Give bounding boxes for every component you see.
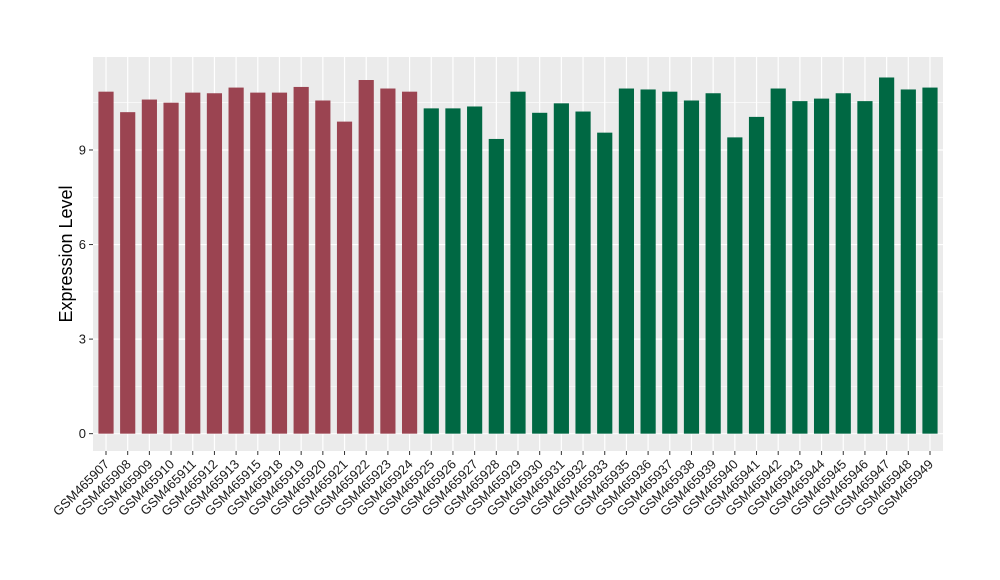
y-tick-label: 0 [79,426,86,441]
bar [250,92,266,434]
bar [813,98,830,434]
bar [618,88,635,434]
bar [336,121,353,434]
bar [553,103,569,434]
bar [727,137,743,434]
bar [597,132,613,434]
bar [510,91,526,434]
y-tick-label: 3 [79,332,86,347]
y-tick-label: 9 [79,142,86,157]
bar [488,138,504,434]
bar [640,89,656,434]
bar [141,99,157,434]
x-axis: GSM465907GSM465908GSM465909GSM465910GSM4… [50,451,936,519]
bar [467,106,483,434]
bar [900,89,916,434]
bar [879,77,895,434]
bar [683,100,700,434]
bar [445,108,461,434]
bar [185,92,201,434]
bar [575,111,591,434]
bar [401,91,418,434]
bar [271,92,288,434]
bar [206,93,223,434]
bar [98,91,114,434]
y-axis-title: Expression Level [56,185,76,322]
bar [532,112,548,434]
bar [228,87,244,434]
bar [748,116,765,434]
y-tick-label: 6 [79,237,86,252]
bar [705,93,721,434]
bar [662,91,678,434]
bar [792,101,808,434]
bar [857,101,873,434]
bar [163,102,179,434]
bar [358,80,374,434]
y-axis: 0 3 6 9 [79,142,93,441]
bar [770,88,786,434]
bar [835,93,851,434]
bars [98,77,938,434]
bar [922,87,938,434]
bar [120,112,136,434]
bar [293,86,309,434]
bar [380,88,396,434]
bar [423,108,439,434]
bar [315,100,331,434]
